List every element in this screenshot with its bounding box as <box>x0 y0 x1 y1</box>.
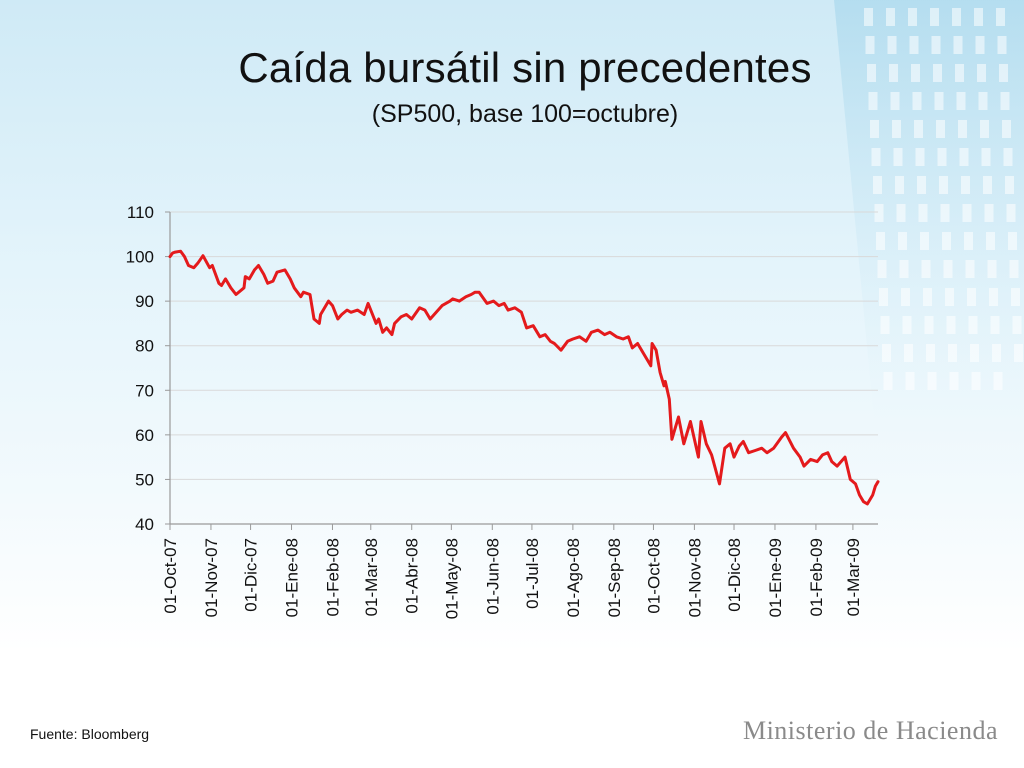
y-tick-label: 110 <box>127 203 154 222</box>
x-tick-label: 01-Ene-09 <box>766 538 785 617</box>
y-tick-label: 60 <box>135 426 154 445</box>
slide-title: Caída bursátil sin precedentes <box>238 44 812 91</box>
x-tick-label: 01-May-08 <box>442 538 461 619</box>
y-tick-label: 50 <box>135 470 154 489</box>
x-tick-label: 01-Feb-08 <box>323 538 342 616</box>
series-line-sp500 <box>168 249 880 506</box>
x-tick-label: 01-Ago-08 <box>564 538 583 617</box>
x-tick-label: 01-Oct-07 <box>161 538 180 614</box>
y-tick-label: 100 <box>126 248 154 267</box>
x-tick-label: 01-Sep-08 <box>605 538 624 617</box>
x-tick-label: 01-Mar-08 <box>362 538 381 616</box>
x-tick-label: 01-Mar-09 <box>844 538 863 616</box>
slide-subtitle: (SP500, base 100=octubre) <box>371 100 679 128</box>
source-note: Fuente: Bloomberg <box>30 726 150 742</box>
y-tick-label: 40 <box>135 515 154 534</box>
x-tick-label: 01-Dic-08 <box>725 538 744 612</box>
x-tick-label: 01-Jun-08 <box>483 538 502 615</box>
x-tick-label: 01-Dic-07 <box>242 538 261 612</box>
x-tick-label: 01-Ene-08 <box>283 538 302 617</box>
x-tick-label: 01-Jul-08 <box>523 538 542 609</box>
x-tick-label: 01-Oct-08 <box>644 538 663 614</box>
x-tick-label: 01-Feb-09 <box>807 538 826 616</box>
x-tick-label: 01-Nov-08 <box>685 538 704 617</box>
x-tick-label: 01-Nov-07 <box>202 538 221 617</box>
ministry-logo-text: Ministerio de Hacienda <box>742 716 998 745</box>
y-tick-label: 90 <box>135 292 154 311</box>
y-tick-label: 80 <box>135 337 154 356</box>
y-tick-label: 70 <box>135 381 154 400</box>
x-tick-label: 01-Abr-08 <box>403 538 422 614</box>
